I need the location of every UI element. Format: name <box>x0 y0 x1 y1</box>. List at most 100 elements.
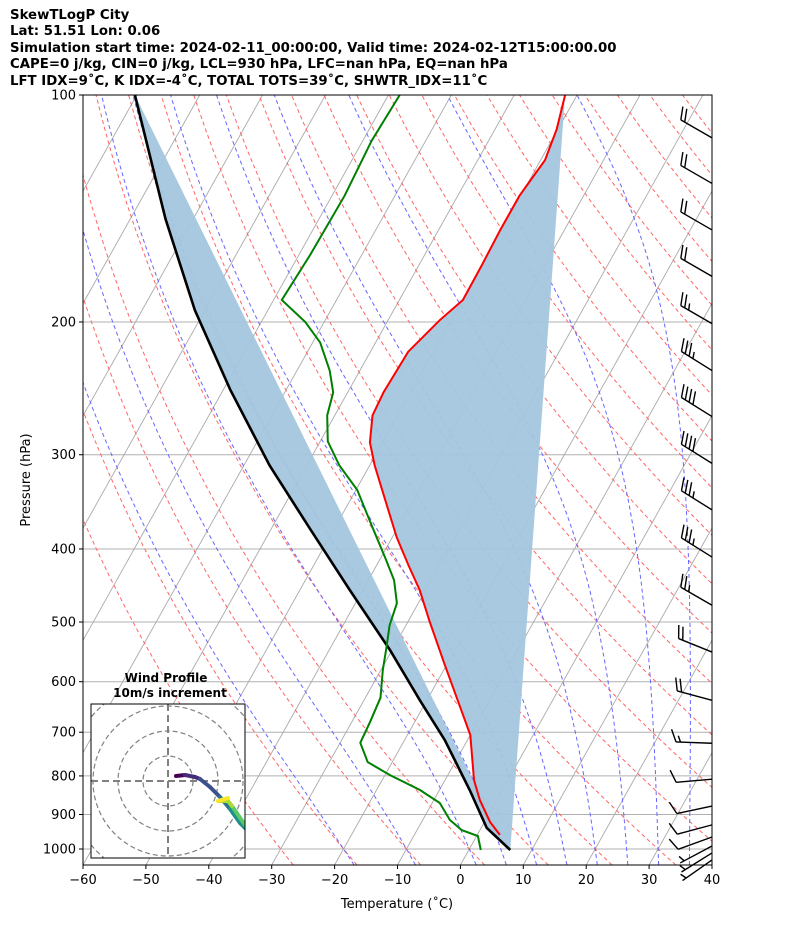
dry-adiabat-line <box>83 295 422 865</box>
cin-shaded-area <box>134 95 566 850</box>
wind-barb <box>680 198 713 231</box>
x-tick-label: 10 <box>515 873 532 888</box>
wind-barb <box>680 106 713 139</box>
dry-adiabat-line <box>160 95 677 865</box>
isotherm-line <box>334 190 712 865</box>
barb-staff <box>680 119 713 139</box>
x-tick-label: 30 <box>641 873 658 888</box>
dry-adiabat-line <box>356 95 712 585</box>
barb-staff <box>681 852 713 873</box>
barb-full-tick <box>688 529 693 543</box>
x-tick-label: −10 <box>384 873 411 888</box>
indices-line-1: CAPE=0 j/kg, CIN=0 j/kg, LCL=930 hPa, LF… <box>10 57 508 73</box>
barb-full-tick <box>670 728 677 743</box>
barb-full-tick <box>688 388 693 403</box>
times-line: Simulation start time: 2024-02-11_00:00:… <box>10 40 617 56</box>
barb-full-tick <box>679 678 683 693</box>
x-tick-label: −40 <box>195 873 222 888</box>
barb-full-tick <box>692 438 697 452</box>
barb-staff <box>680 305 713 325</box>
wind-barb <box>678 845 713 864</box>
barb-half-tick <box>679 864 686 871</box>
barb-full-tick <box>688 482 693 496</box>
hodograph-segment <box>198 777 212 789</box>
dewpoint-line <box>280 95 482 851</box>
barb-half-tick <box>692 351 695 359</box>
barb-staff <box>680 211 713 231</box>
wind-barb <box>679 852 713 873</box>
wind-barb <box>668 822 713 835</box>
barb-full-tick <box>680 151 684 166</box>
barb-staff <box>677 690 713 701</box>
isotherm-line <box>0 95 11 865</box>
barb-staff <box>680 586 713 606</box>
barb-staff <box>681 396 713 418</box>
barb-full-tick <box>680 384 685 398</box>
barb-staff <box>680 164 713 185</box>
hodograph-segment <box>216 796 230 803</box>
barb-half-tick <box>680 873 687 879</box>
barb-full-tick <box>684 576 688 590</box>
x-tick-label: 40 <box>704 873 721 888</box>
y-tick-label: 900 <box>51 808 76 823</box>
y-tick-label: 500 <box>51 616 76 631</box>
dry-adiabat-line <box>616 95 712 219</box>
barb-full-tick <box>684 340 689 355</box>
moist-adiabat-line <box>83 228 416 865</box>
y-tick-label: 200 <box>51 315 76 330</box>
wind-barb <box>680 573 713 606</box>
isotherm-line <box>83 95 389 642</box>
wind-barbs <box>668 106 713 882</box>
dry-adiabat-line <box>83 172 485 865</box>
hodograph-segment <box>248 831 253 836</box>
x-tick-label: −50 <box>132 873 159 888</box>
y-tick-label: 1000 <box>43 843 76 858</box>
hodograph-frame <box>90 703 246 859</box>
barb-full-tick <box>680 477 685 491</box>
barb-full-tick <box>680 573 684 588</box>
barb-full-tick <box>684 154 688 168</box>
y-tick-label: 700 <box>51 726 76 741</box>
wind-barb <box>680 292 713 325</box>
isotherm-line <box>0 95 74 865</box>
barb-staff <box>681 490 713 511</box>
barb-staff <box>678 637 713 653</box>
barb-staff <box>677 824 713 835</box>
barb-half-tick <box>687 584 691 592</box>
wind-barb <box>680 524 713 558</box>
y-tick-label: 600 <box>51 675 76 690</box>
location-line: Lat: 51.51 Lon: 0.06 <box>10 24 161 40</box>
wind-barb <box>669 769 713 784</box>
moist-adiabat-line <box>446 95 660 865</box>
isotherm-line <box>460 414 712 865</box>
isotherm-line <box>711 864 712 865</box>
barb-half-tick <box>692 538 695 546</box>
barb-staff <box>680 257 713 277</box>
y-tick-label: 100 <box>51 89 76 104</box>
moist-adiabat-line <box>576 95 691 865</box>
barb-full-tick <box>684 294 688 308</box>
axes-layer: −60 −50 −40 −30 −20 −10 0 10 20 30 40 100 200 300 400 5… <box>43 89 720 889</box>
x-tick-label: −20 <box>321 873 348 888</box>
hodograph-segment <box>228 807 242 825</box>
wind-barb <box>668 801 713 815</box>
wind-barb <box>680 430 713 464</box>
dry-adiabat-line <box>83 518 294 865</box>
barb-staff <box>676 805 713 815</box>
barb-staff <box>681 350 713 372</box>
barb-full-tick <box>680 524 685 539</box>
barb-full-tick <box>675 677 678 692</box>
barb-full-tick <box>668 822 678 835</box>
x-tick-label: 20 <box>578 873 595 888</box>
moist-adiabat-line <box>348 95 629 865</box>
barb-staff <box>679 845 713 864</box>
hodograph-segment <box>230 804 243 821</box>
barb-full-tick <box>669 769 677 783</box>
wind-barb <box>680 859 713 882</box>
barb-staff <box>675 741 713 744</box>
barb-staff <box>682 859 713 882</box>
wind-barb <box>670 728 713 744</box>
wind-barb <box>675 677 713 701</box>
isotherm-line <box>585 639 712 865</box>
barb-full-tick <box>668 801 678 814</box>
